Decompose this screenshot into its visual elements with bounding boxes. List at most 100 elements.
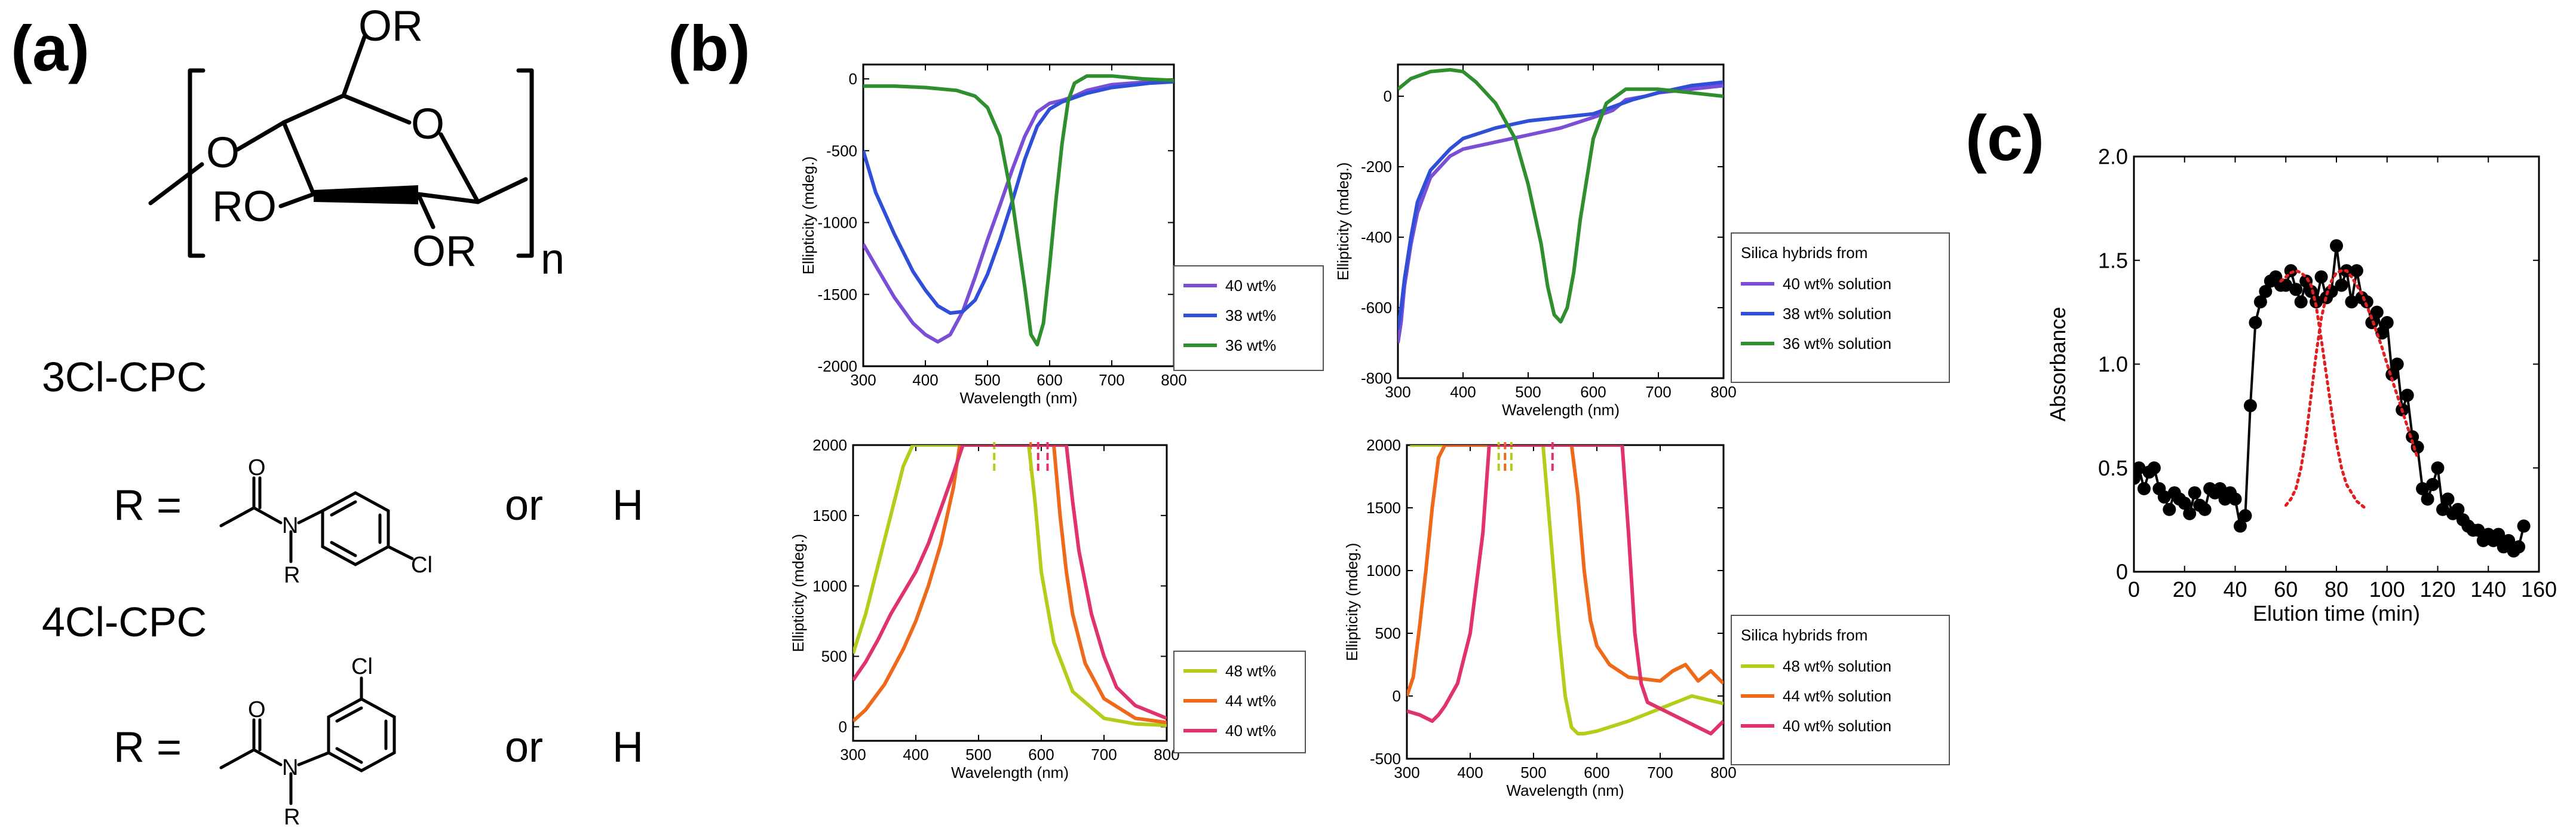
- panel-c-label: (c): [1965, 102, 2044, 174]
- y-tick-label: -2000: [818, 357, 858, 375]
- x-tick-label: 160: [2521, 577, 2557, 602]
- 4-chlorophenylcarbamate-group: [219, 676, 396, 805]
- x-tick-label: 500: [965, 746, 991, 764]
- x-tick-label: 400: [912, 371, 938, 389]
- data-point: [2188, 486, 2201, 499]
- x-tick-label: 700: [1647, 764, 1673, 781]
- x-tick-label: 400: [903, 746, 928, 764]
- y-axis-label: Absorbance: [2046, 306, 2070, 421]
- plot-series-group: [1398, 68, 1724, 344]
- data-point: [2294, 295, 2308, 309]
- x-tick-label: 300: [850, 371, 876, 389]
- legend-box: [1173, 265, 1324, 371]
- data-point: [2380, 316, 2394, 329]
- x-tick-label: 140: [2470, 577, 2506, 602]
- data-point: [2350, 264, 2363, 278]
- y-axis-label: Ellipticity (mdeg.): [799, 157, 817, 275]
- data-point: [2426, 478, 2440, 492]
- y-tick-label: 0: [849, 70, 857, 88]
- data-point: [2243, 399, 2257, 412]
- atom-r: R: [284, 805, 300, 830]
- x-tick-label: 700: [1091, 746, 1117, 764]
- y-tick-label: 2000: [1366, 436, 1401, 454]
- x-tick-label: 300: [1394, 764, 1419, 781]
- data-point: [2517, 519, 2531, 533]
- x-tick-label: 400: [1450, 383, 1476, 401]
- x-tick-label: 100: [2369, 577, 2405, 602]
- x-tick-label: 600: [1036, 371, 1062, 389]
- atom-o: O: [248, 697, 266, 722]
- cd-spectra-silica-hybrids-red-region: 300 400 500 600 700 800 -500 0 500 1000 1500 2000 Wa…: [1343, 436, 1950, 799]
- label-o-left: O: [206, 129, 240, 177]
- cd-spectra-silica-hybrids-blue-region: 300 400 500 600 700 800 0 -200 -400 -600 -800 Wavel…: [1334, 63, 1950, 419]
- legend-entry: 48 wt%: [1225, 662, 1276, 680]
- x-tick-label: 400: [1457, 764, 1483, 781]
- data-point: [2183, 507, 2197, 520]
- x-tick-label: 600: [1584, 764, 1609, 781]
- cd-spectra-cpc-solutions-red-region: 300 400 500 600 700 8000500100015002000Wavele…: [789, 436, 1306, 781]
- y-tick-label: 0: [2116, 560, 2128, 584]
- x-axis-label: Wavelength (nm): [960, 389, 1078, 407]
- atom-cl: Cl: [351, 654, 373, 679]
- data-point: [2436, 502, 2449, 516]
- legend-entry: 36 wt%: [1225, 336, 1276, 354]
- data-point: [2330, 239, 2343, 253]
- series-line-40-wt-solution: [1398, 84, 1724, 344]
- data-point: [2441, 492, 2455, 506]
- y-tick-label: 1000: [1366, 562, 1401, 580]
- bold-ring-edge: [314, 185, 418, 204]
- fit-curve-line: [2279, 269, 2369, 511]
- data-point: [2431, 461, 2445, 475]
- cellulose-repeat-unit: [148, 35, 534, 258]
- data-point: [2249, 316, 2262, 329]
- atom-n: N: [282, 755, 298, 780]
- x-tick-label: 20: [2173, 577, 2197, 602]
- data-point: [2416, 482, 2430, 495]
- legend-box: [1731, 232, 1950, 383]
- x-tick-label: 300: [840, 746, 866, 764]
- label-ro: RO: [212, 183, 277, 231]
- x-tick-label: 800: [1710, 383, 1736, 401]
- series-line-38-wt-solution: [1398, 80, 1724, 329]
- series-line-44-wt-: [853, 445, 1167, 725]
- y-axis-label: Ellipticity (mdeg.): [1334, 163, 1352, 281]
- elution-profile-chart: 0 20 40 60 80 100 120 140 160 0 0.5 1.0 1.5 2.0 Elutio…: [2046, 145, 2557, 626]
- legend-title: Silica hybrids from: [1741, 244, 1867, 262]
- legend-entry: 44 wt%: [1225, 692, 1276, 710]
- atom-cl: Cl: [411, 553, 433, 578]
- y-tick-label: 2.0: [2098, 145, 2128, 169]
- data-point: [2471, 523, 2485, 537]
- plot-series-group: [2134, 239, 2531, 558]
- y-tick-label: -1000: [818, 214, 858, 232]
- data-point: [2421, 492, 2434, 506]
- x-tick-label: 0: [2128, 577, 2140, 602]
- compound2-or: or: [505, 723, 543, 771]
- x-tick-label: 700: [1099, 371, 1124, 389]
- atom-o: O: [248, 455, 266, 480]
- plot-frame: [852, 444, 1168, 742]
- series-line-44-wt-solution: [1407, 445, 1724, 697]
- legend-entry: 48 wt% solution: [1783, 657, 1891, 675]
- panel-a-label: (a): [11, 12, 90, 84]
- data-point: [2213, 482, 2227, 495]
- bracket-left: [188, 68, 206, 258]
- label-or-bottom: OR: [412, 228, 477, 275]
- legend-entry: 40 wt% solution: [1783, 275, 1891, 293]
- plot-frame: [1397, 63, 1725, 379]
- series-line-36-wt-solution: [1398, 68, 1724, 324]
- x-tick-label: 40: [2223, 577, 2247, 602]
- data-point: [2163, 502, 2176, 516]
- legend-entry: 38 wt%: [1225, 306, 1276, 324]
- 3-chloro-atom-labels: O N R Cl: [248, 455, 433, 588]
- legend-entry: 36 wt% solution: [1783, 335, 1891, 352]
- cd-spectra-cpc-solutions-blue-region: 300 400 500 600 700 800 0 -500 -1000 -1500 -2000 Wa…: [799, 63, 1324, 407]
- y-tick-label: -800: [1361, 369, 1392, 387]
- y-tick-label: 1.5: [2098, 248, 2128, 272]
- y-tick-label: 1500: [1366, 499, 1401, 517]
- series-line-48-wt-solution: [1410, 445, 1724, 735]
- legend-entry: 44 wt% solution: [1783, 687, 1891, 705]
- legend-entry: 40 wt%: [1225, 277, 1276, 295]
- series-line-36-wt-: [863, 74, 1174, 347]
- plot-series-group: [1407, 445, 1724, 735]
